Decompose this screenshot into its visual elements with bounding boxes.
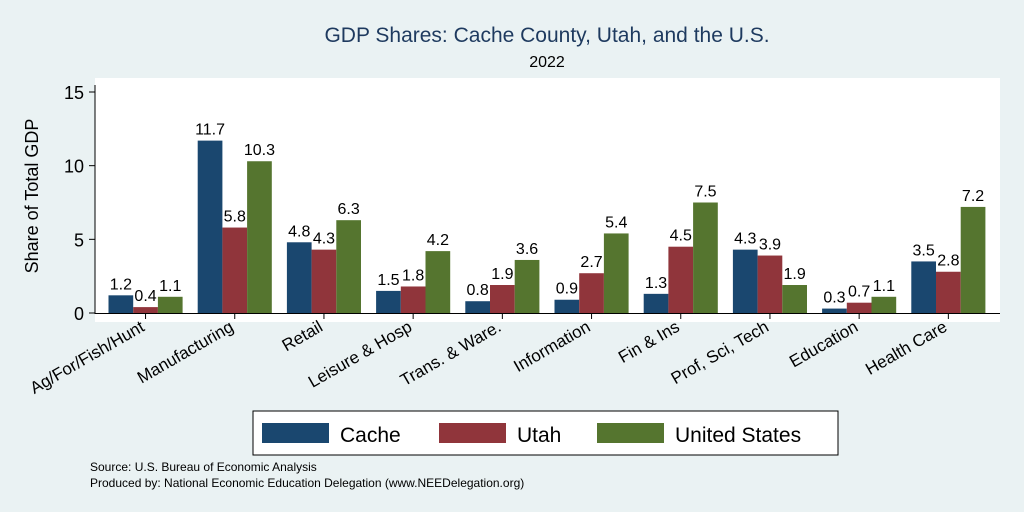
- bar-value-label: 1.2: [110, 276, 132, 293]
- x-tick-label: Manufacturing: [134, 317, 237, 387]
- bar-value-label: 4.3: [734, 231, 756, 248]
- bar-value-label: 1.1: [159, 278, 181, 295]
- bar-united-states: [247, 161, 272, 313]
- x-tick-label: Information: [510, 317, 593, 376]
- bar-utah: [133, 307, 158, 313]
- bar-value-label: 1.3: [645, 275, 667, 292]
- legend-label: Utah: [517, 424, 561, 447]
- chart-title: GDP Shares: Cache County, Utah, and the …: [324, 24, 769, 47]
- legend-label: United States: [675, 424, 801, 447]
- source-note: Source: U.S. Bureau of Economic Analysis: [90, 460, 317, 474]
- bar-value-label: 0.3: [823, 290, 845, 307]
- bar-value-label: 4.2: [427, 232, 449, 249]
- bar-value-label: 2.7: [580, 254, 602, 271]
- bar-utah: [222, 227, 248, 313]
- bar-value-label: 7.2: [962, 188, 984, 205]
- bar-utah: [579, 273, 604, 313]
- bar-cache: [376, 290, 401, 313]
- x-tick-label: Health Care: [862, 317, 950, 379]
- legend-swatch: [262, 423, 329, 443]
- bar-cache: [732, 249, 758, 313]
- bar-value-label: 7.5: [694, 184, 716, 201]
- bar-value-label: 2.8: [937, 253, 959, 270]
- bar-united-states: [782, 285, 807, 313]
- chart-subtitle: 2022: [529, 54, 565, 71]
- legend-box: [252, 410, 839, 456]
- bar-value-label: 11.7: [195, 122, 225, 139]
- bar-value-label: 4.5: [670, 228, 692, 245]
- bar-cache: [197, 140, 223, 313]
- bar-cache: [286, 242, 312, 313]
- produced-note: Produced by: National Economic Education…: [90, 476, 524, 490]
- bar-value-label: 0.8: [467, 282, 489, 299]
- bar-value-label: 10.3: [244, 142, 275, 159]
- y-tick-label: 15: [64, 83, 84, 103]
- bar-value-label: 4.8: [288, 223, 310, 240]
- bar-cache: [643, 293, 669, 313]
- bar-value-label: 4.3: [313, 231, 335, 248]
- legend-swatch: [597, 423, 664, 443]
- bar-value-label: 3.9: [759, 237, 781, 254]
- bar-value-label: 5.8: [224, 209, 246, 226]
- bar-value-label: 0.9: [556, 281, 578, 298]
- bar-value-label: 1.5: [377, 272, 399, 289]
- bar-united-states: [336, 220, 361, 313]
- bar-united-states: [514, 259, 540, 313]
- legend-swatch: [439, 423, 506, 443]
- bar-utah: [311, 249, 337, 313]
- bar-utah: [936, 271, 961, 313]
- bar-utah: [400, 286, 426, 313]
- bar-united-states: [157, 296, 183, 313]
- y-tick-label: 10: [64, 157, 84, 177]
- bar-value-label: 1.8: [402, 267, 424, 284]
- bar-united-states: [693, 202, 718, 313]
- bar-value-label: 0.7: [848, 284, 870, 301]
- x-tick-label: Prof, Sci, Tech: [668, 317, 772, 388]
- bar-united-states: [425, 251, 451, 313]
- bar-value-label: 6.3: [338, 201, 360, 218]
- bar-value-label: 3.6: [516, 241, 538, 258]
- bar-cache: [554, 299, 580, 313]
- bar-value-label: 3.5: [913, 242, 935, 259]
- bar-utah: [490, 285, 515, 313]
- bar-cache: [465, 301, 490, 313]
- legend-label: Cache: [340, 424, 401, 447]
- x-tick-label: Ag/For/Fish/Hunt: [27, 317, 148, 398]
- x-tick-label: Fin & Ins: [615, 317, 683, 367]
- bar-value-label: 1.9: [491, 266, 513, 283]
- bar-cache: [822, 308, 847, 313]
- x-tick-label: Retail: [279, 317, 326, 355]
- y-tick-label: 5: [74, 230, 84, 250]
- bar-cache: [911, 261, 936, 313]
- bar-cache: [108, 295, 134, 313]
- bar-united-states: [871, 296, 897, 313]
- x-tick-label: Trans. & Ware.: [397, 317, 504, 390]
- x-tick-label: Education: [786, 317, 861, 371]
- bar-value-label: 0.4: [134, 288, 156, 305]
- bar-united-states: [603, 233, 629, 313]
- bar-utah: [846, 302, 872, 313]
- y-tick-label: 0: [74, 304, 84, 324]
- bar-value-label: 5.4: [605, 214, 627, 231]
- bar-utah: [668, 246, 694, 313]
- y-axis-label: Share of Total GDP: [22, 119, 42, 274]
- bar-utah: [757, 255, 783, 313]
- bar-value-label: 1.1: [873, 278, 895, 295]
- bar-united-states: [960, 206, 986, 313]
- bar-value-label: 1.9: [784, 266, 806, 283]
